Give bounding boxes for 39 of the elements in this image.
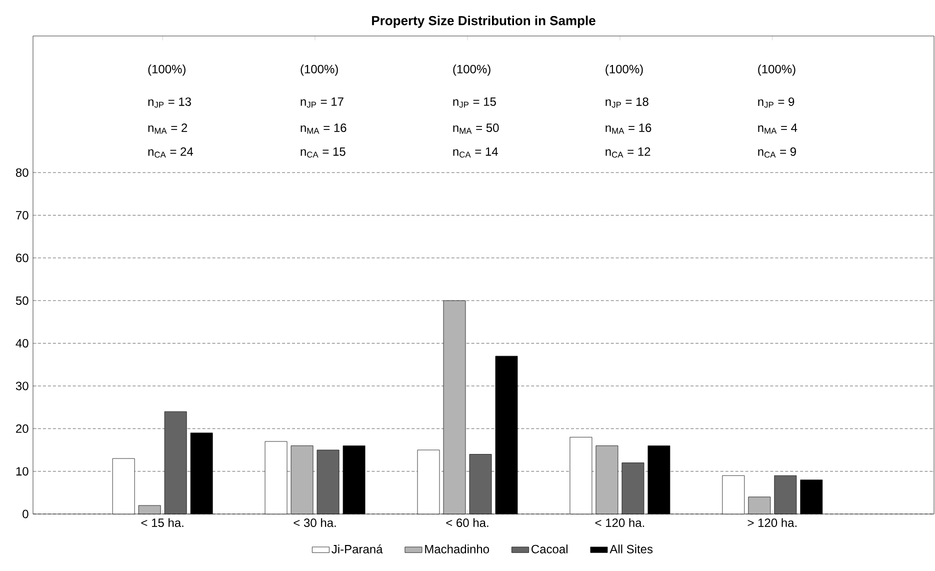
annotation: n$_{MA}$ = 2	[148, 124, 188, 134]
annotation: n$_{MA}$ = 16	[606, 124, 652, 134]
y-tick-label: 20	[16, 424, 28, 433]
legend-label: All Sites	[610, 544, 653, 554]
annotation: (100%)	[758, 64, 796, 76]
y-tick-label: 10	[16, 467, 28, 476]
y-tick-label: 30	[16, 382, 28, 390]
annotation: n$_{JP}$ = 17	[300, 98, 344, 108]
annotation: n$_{CA}$ = 24	[148, 147, 194, 158]
annotation: n$_{CA}$ = 12	[606, 147, 650, 158]
y-tick-label: 70	[16, 211, 28, 220]
annotation: (100%)	[453, 64, 490, 76]
x-tick-label: > 120 ha.	[748, 518, 796, 528]
annotation: (100%)	[148, 64, 186, 76]
chart-title: Property Size Distribution in Sample	[372, 16, 596, 28]
annotation: n$_{JP}$ = 13	[148, 97, 191, 108]
annotation: n$_{MA}$ = 4	[758, 124, 798, 134]
annotation: n$_{JP}$ = 9	[758, 97, 794, 108]
x-tick-label: < 60 ha.	[446, 518, 488, 528]
annotation: n$_{MA}$ = 16	[300, 124, 346, 134]
x-tick-label: < 30 ha.	[294, 518, 336, 528]
y-tick-label: 40	[16, 339, 28, 348]
annotation: n$_{CA}$ = 15	[300, 147, 346, 158]
annotation: n$_{JP}$ = 18	[606, 97, 648, 108]
y-tick-label: 50	[16, 296, 28, 305]
annotation: (100%)	[606, 64, 643, 76]
annotation: n$_{MA}$ = 50	[453, 124, 499, 134]
x-tick-label: < 15 ha.	[141, 518, 184, 528]
annotation: n$_{JP}$ = 15	[453, 98, 496, 108]
legend-label: Ji-Paraná	[332, 544, 383, 554]
annotation: n$_{CA}$ = 9	[758, 147, 796, 158]
y-tick-label: 60	[16, 254, 28, 262]
x-tick-label: < 120 ha.	[595, 518, 644, 528]
legend-label: Machadinho	[425, 544, 490, 554]
annotation: (100%)	[300, 64, 338, 76]
legend-label: Cacoal	[532, 544, 568, 554]
y-tick-label: 80	[16, 168, 28, 177]
y-tick-label: 0	[22, 510, 28, 518]
annotation: n$_{CA}$ = 14	[453, 147, 498, 158]
